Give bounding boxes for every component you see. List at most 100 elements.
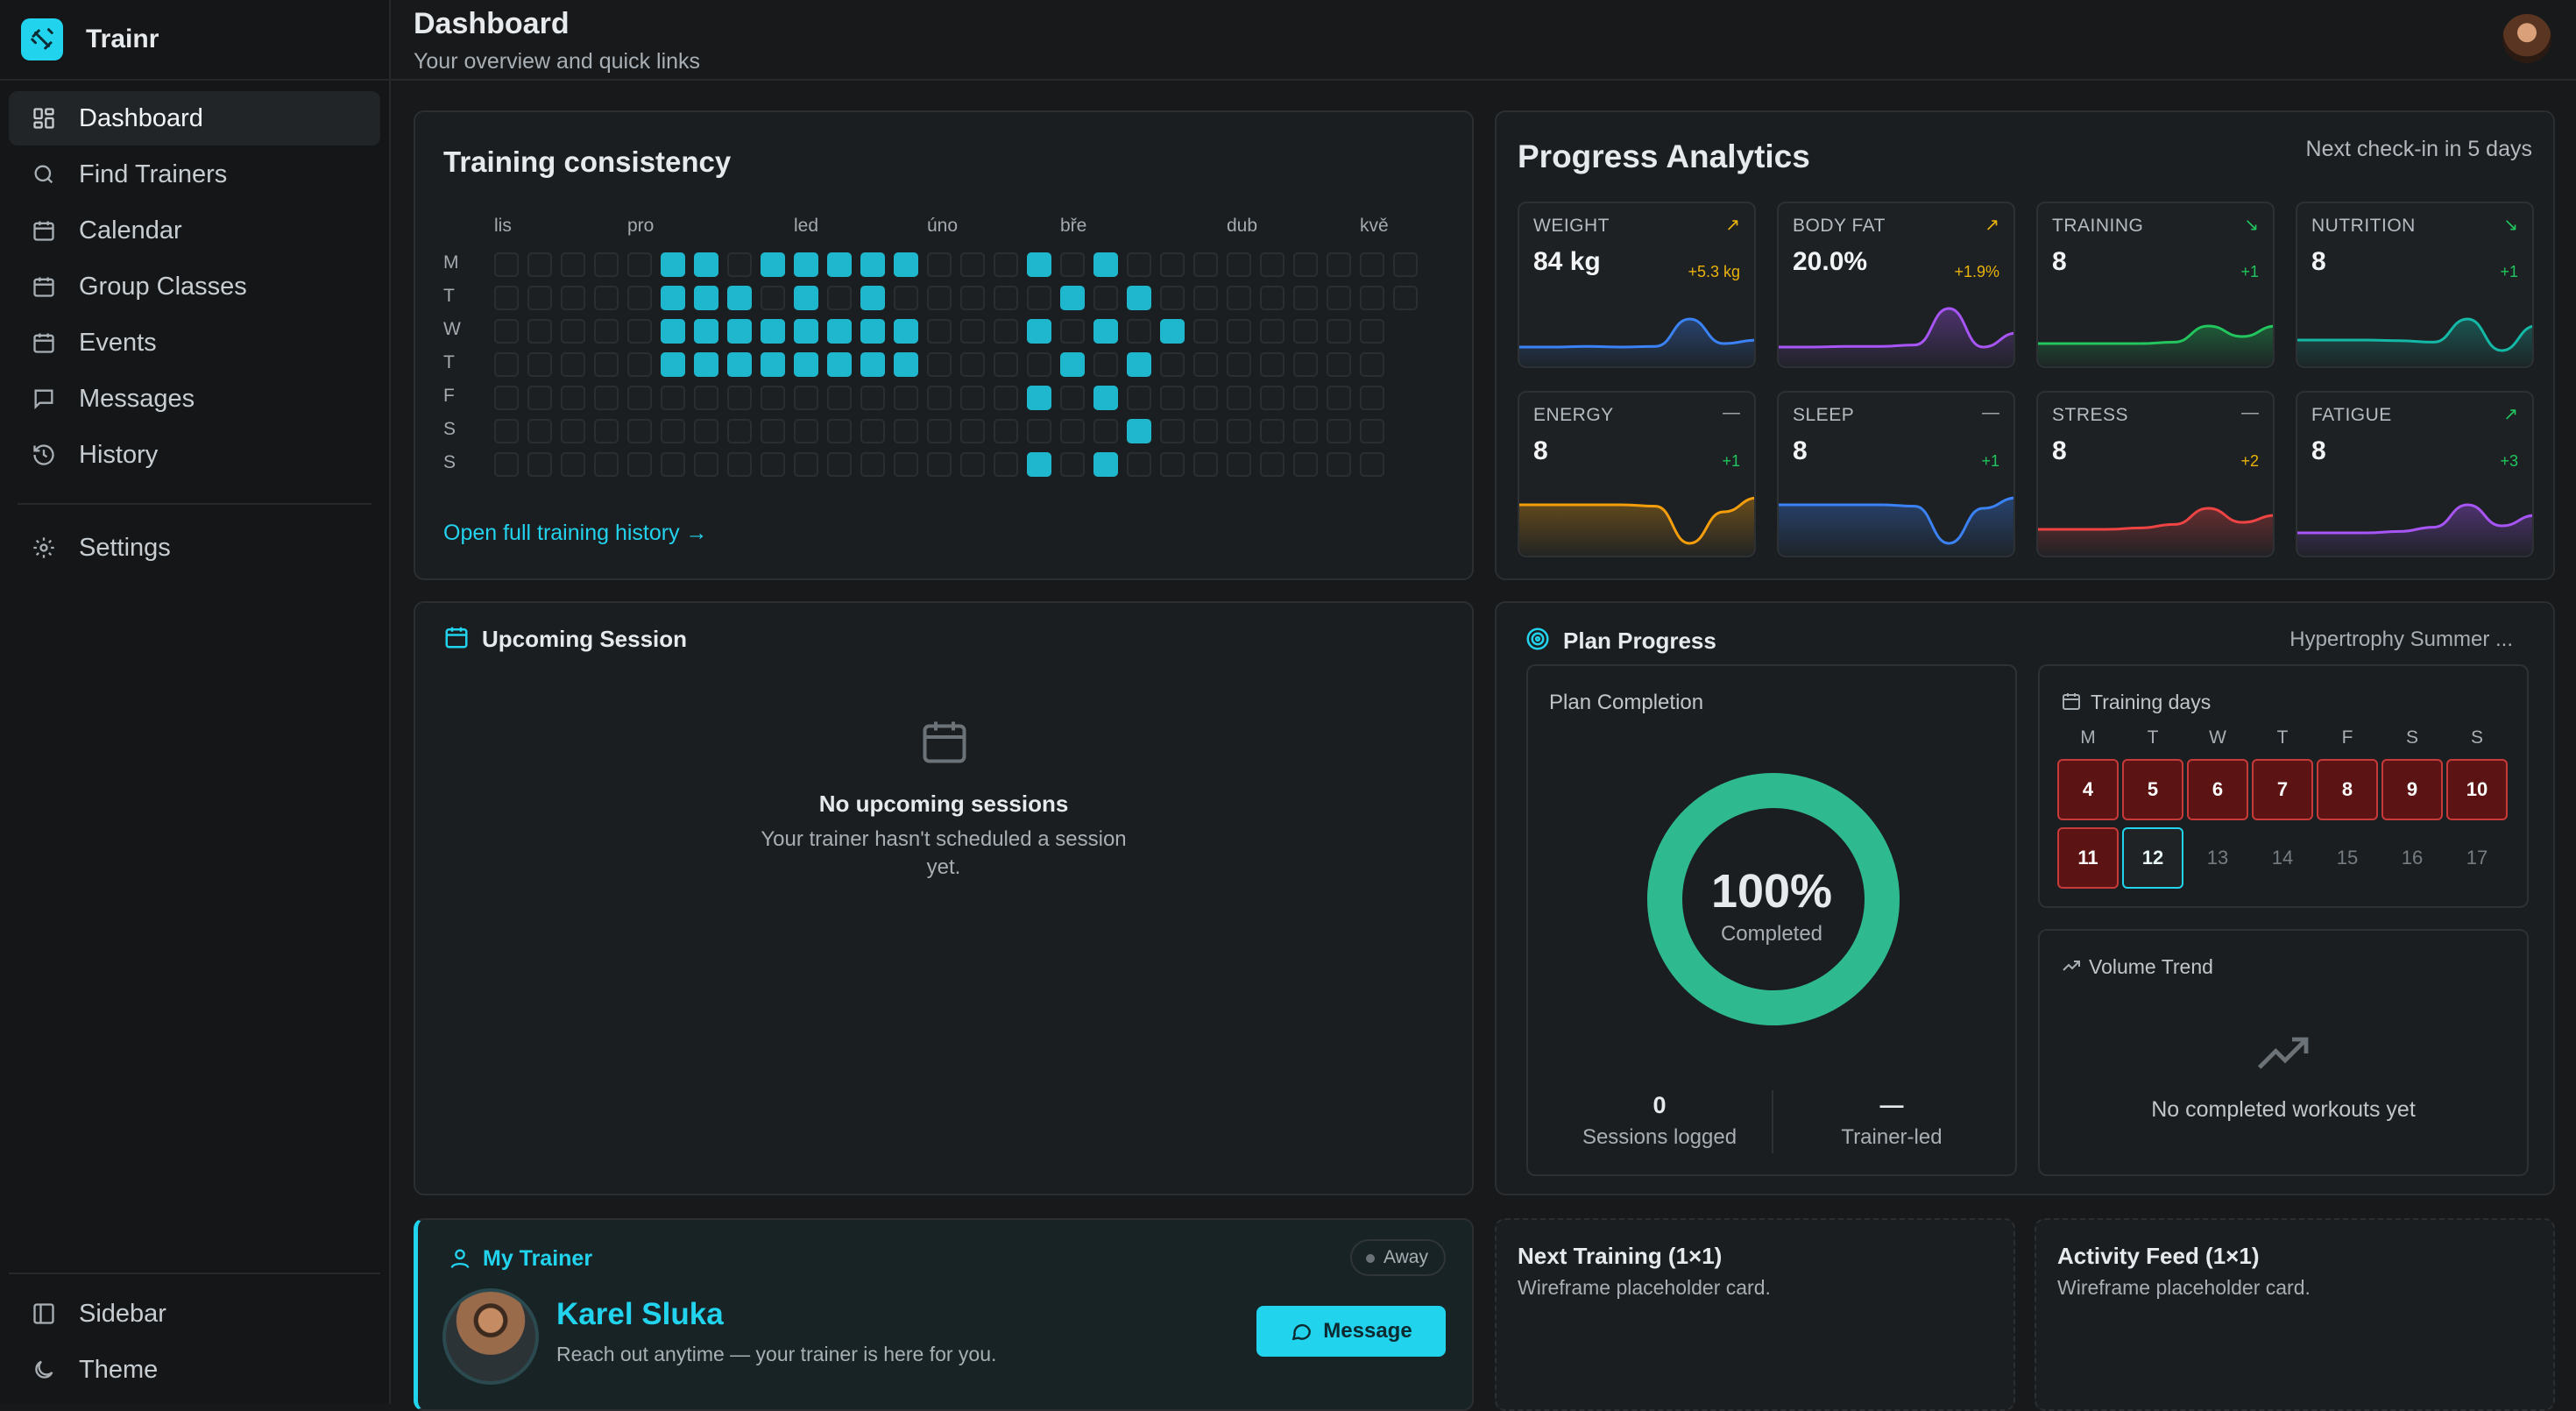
heatmap-cell[interactable]	[1293, 286, 1318, 310]
heatmap-cell[interactable]	[1327, 252, 1351, 277]
heatmap-cell[interactable]	[627, 419, 652, 443]
metric-card-nutrition[interactable]: NUTRITION 8 +1 ↘	[2296, 202, 2534, 368]
heatmap-cell[interactable]	[994, 386, 1018, 410]
heatmap-cell[interactable]	[827, 352, 852, 377]
heatmap-cell[interactable]	[561, 386, 585, 410]
calendar-day[interactable]: 15	[2336, 847, 2359, 869]
heatmap-cell[interactable]	[1027, 352, 1051, 377]
calendar-day[interactable]: 14	[2271, 847, 2294, 869]
heatmap-cell[interactable]	[494, 319, 519, 344]
heatmap-cell[interactable]	[1093, 319, 1118, 344]
heatmap-cell[interactable]	[960, 286, 985, 310]
heatmap-cell[interactable]	[860, 286, 885, 310]
heatmap-cell[interactable]	[661, 386, 685, 410]
heatmap-cell[interactable]	[694, 352, 718, 377]
heatmap-cell[interactable]	[1060, 352, 1085, 377]
heatmap-cell[interactable]	[994, 319, 1018, 344]
heatmap-cell[interactable]	[727, 386, 752, 410]
heatmap-cell[interactable]	[1260, 286, 1284, 310]
heatmap-cell[interactable]	[1027, 286, 1051, 310]
metric-card-weight[interactable]: WEIGHT 84 kg +5.3 kg ↗	[1518, 202, 1756, 368]
heatmap-cell[interactable]	[594, 452, 619, 477]
heatmap-cell[interactable]	[594, 319, 619, 344]
heatmap-cell[interactable]	[927, 452, 952, 477]
calendar-day[interactable]: 16	[2401, 847, 2424, 869]
heatmap-cell[interactable]	[1127, 386, 1151, 410]
heatmap-cell[interactable]	[960, 352, 985, 377]
heatmap-cell[interactable]	[860, 319, 885, 344]
heatmap-cell[interactable]	[761, 419, 785, 443]
heatmap-cell[interactable]	[527, 319, 552, 344]
heatmap-cell[interactable]	[1127, 319, 1151, 344]
heatmap-cell[interactable]	[1327, 419, 1351, 443]
theme-toggle[interactable]: Theme	[9, 1343, 380, 1397]
heatmap-cell[interactable]	[1127, 252, 1151, 277]
calendar-day[interactable]: 9	[2381, 759, 2443, 820]
heatmap-cell[interactable]	[1293, 252, 1318, 277]
heatmap-cell[interactable]	[1193, 319, 1218, 344]
heatmap-cell[interactable]	[494, 352, 519, 377]
heatmap-cell[interactable]	[927, 419, 952, 443]
heatmap-cell[interactable]	[594, 419, 619, 443]
heatmap-cell[interactable]	[794, 419, 818, 443]
heatmap-cell[interactable]	[761, 286, 785, 310]
heatmap-cell[interactable]	[1027, 386, 1051, 410]
heatmap-cell[interactable]	[761, 452, 785, 477]
heatmap-cell[interactable]	[1293, 419, 1318, 443]
heatmap-cell[interactable]	[860, 386, 885, 410]
heatmap-cell[interactable]	[594, 252, 619, 277]
sidebar-item-messages[interactable]: Messages	[9, 372, 380, 426]
heatmap-cell[interactable]	[994, 252, 1018, 277]
heatmap-cell[interactable]	[627, 352, 652, 377]
trainer-name[interactable]: Karel Sluka	[556, 1297, 724, 1331]
calendar-day[interactable]: 17	[2466, 847, 2488, 869]
heatmap-cell[interactable]	[794, 452, 818, 477]
metric-card-energy[interactable]: ENERGY 8 +1 —	[1518, 391, 1756, 557]
sidebar-item-history[interactable]: History	[9, 428, 380, 482]
calendar-day[interactable]: 6	[2187, 759, 2248, 820]
heatmap-cell[interactable]	[527, 419, 552, 443]
heatmap-cell[interactable]	[794, 352, 818, 377]
heatmap-cell[interactable]	[960, 452, 985, 477]
heatmap-cell[interactable]	[627, 252, 652, 277]
heatmap-cell[interactable]	[727, 286, 752, 310]
heatmap-cell[interactable]	[1060, 286, 1085, 310]
heatmap-cell[interactable]	[1060, 452, 1085, 477]
heatmap-cell[interactable]	[960, 419, 985, 443]
heatmap-cell[interactable]	[727, 452, 752, 477]
heatmap-cell[interactable]	[627, 386, 652, 410]
heatmap-cell[interactable]	[960, 252, 985, 277]
heatmap-cell[interactable]	[594, 286, 619, 310]
sidebar-item-group-classes[interactable]: Group Classes	[9, 259, 380, 314]
heatmap-cell[interactable]	[1160, 319, 1185, 344]
heatmap-cell[interactable]	[494, 386, 519, 410]
heatmap-cell[interactable]	[1293, 452, 1318, 477]
heatmap-cell[interactable]	[1260, 319, 1284, 344]
heatmap-cell[interactable]	[994, 352, 1018, 377]
heatmap-cell[interactable]	[661, 452, 685, 477]
calendar-day[interactable]: 5	[2122, 759, 2183, 820]
heatmap-cell[interactable]	[694, 452, 718, 477]
heatmap-cell[interactable]	[1360, 352, 1384, 377]
heatmap-cell[interactable]	[1027, 419, 1051, 443]
heatmap-cell[interactable]	[527, 386, 552, 410]
heatmap-cell[interactable]	[1193, 286, 1218, 310]
heatmap-cell[interactable]	[1327, 286, 1351, 310]
heatmap-cell[interactable]	[661, 286, 685, 310]
heatmap-cell[interactable]	[694, 252, 718, 277]
heatmap-cell[interactable]	[894, 419, 918, 443]
heatmap-cell[interactable]	[894, 352, 918, 377]
heatmap-cell[interactable]	[827, 319, 852, 344]
heatmap-cell[interactable]	[927, 286, 952, 310]
heatmap-cell[interactable]	[527, 452, 552, 477]
heatmap-cell[interactable]	[1193, 386, 1218, 410]
heatmap-cell[interactable]	[994, 419, 1018, 443]
heatmap-cell[interactable]	[694, 386, 718, 410]
heatmap-cell[interactable]	[1060, 319, 1085, 344]
heatmap-cell[interactable]	[927, 252, 952, 277]
open-history-link[interactable]: Open full training history →	[443, 521, 708, 545]
heatmap-cell[interactable]	[1093, 286, 1118, 310]
heatmap-cell[interactable]	[627, 286, 652, 310]
heatmap-cell[interactable]	[860, 252, 885, 277]
heatmap-cell[interactable]	[1093, 252, 1118, 277]
